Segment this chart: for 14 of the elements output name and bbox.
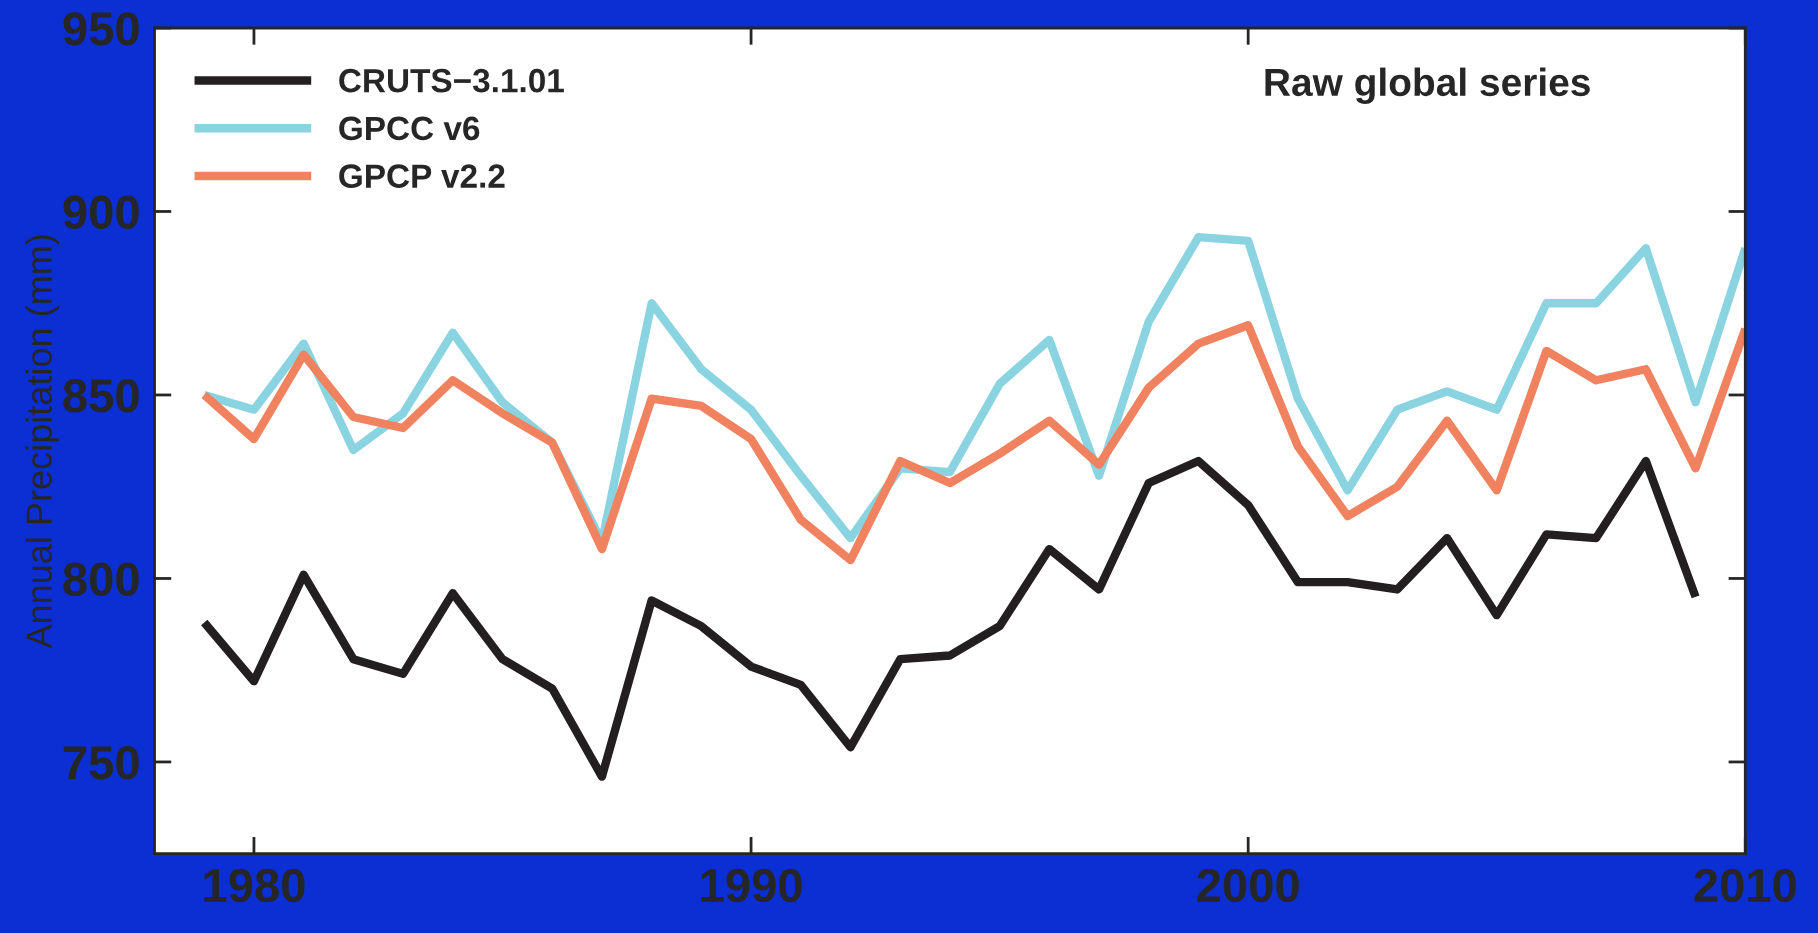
y-tick-label: 800 <box>63 562 139 597</box>
y-tick-label: 750 <box>63 746 139 780</box>
annotation: Raw global series <box>1265 67 1590 104</box>
y-tick-label: 900 <box>63 195 139 230</box>
x-tick-label: 1990 <box>701 868 802 903</box>
x-tick-label: 2010 <box>1694 868 1796 903</box>
legend-label: GPCP v2.2 <box>339 164 505 188</box>
x-tick-label: 1980 <box>204 868 305 903</box>
y-axis-title: Annual Precipitation (mm) <box>25 235 60 649</box>
x-tick-label: 2000 <box>1197 868 1299 903</box>
y-tick-label: 850 <box>63 379 139 413</box>
legend-label: CRUTS−3.1.01 <box>339 68 564 93</box>
legend-label: GPCC v6 <box>339 116 480 141</box>
y-tick-label: 950 <box>63 12 139 46</box>
